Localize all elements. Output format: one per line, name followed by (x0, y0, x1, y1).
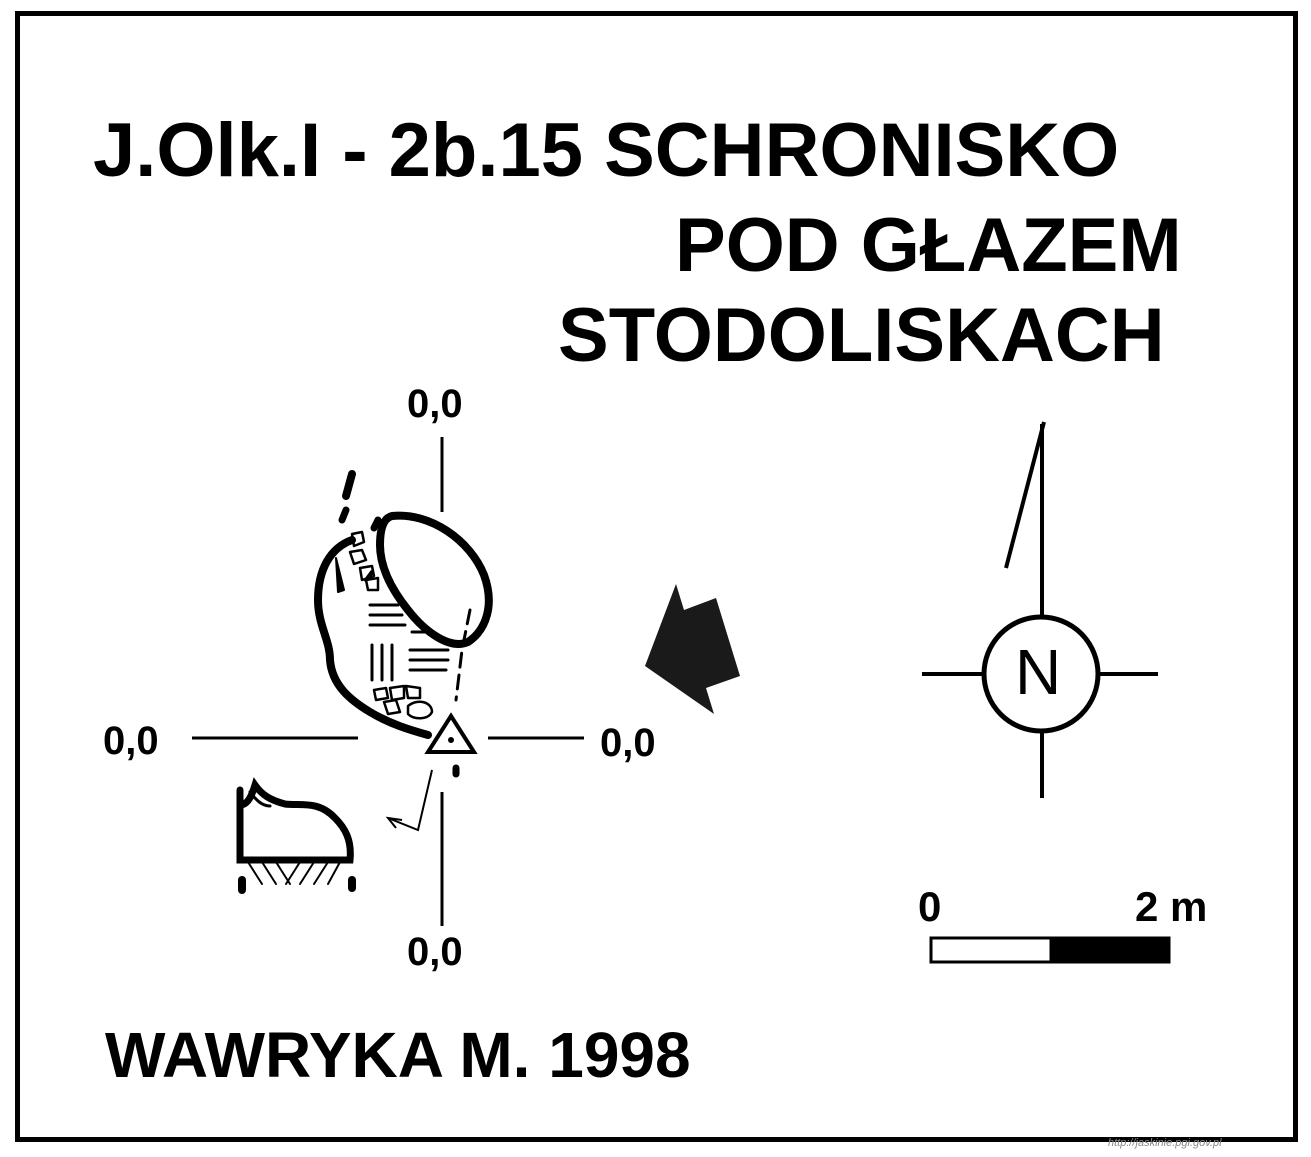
north-label: N (1015, 636, 1062, 708)
cave-wall-fragment-inner (370, 516, 382, 532)
slope-arrow (385, 769, 433, 832)
map-frame (15, 11, 1298, 1142)
scale-bar (929, 936, 1171, 964)
section-hatching (247, 861, 341, 885)
boulder-outline (376, 511, 493, 648)
dripline-dashed (454, 608, 472, 702)
map-title-line-3: STODOLISKACH (558, 293, 1165, 378)
datum-cross (192, 437, 584, 926)
wall-notch (364, 570, 374, 582)
author-credit: WAWRYKA M. 1998 (105, 1019, 691, 1091)
north-arrow (922, 421, 1158, 798)
scale-label-start: 0 (918, 883, 942, 930)
wall-spike (335, 557, 345, 593)
datum-label-top: 0,0 (407, 382, 463, 426)
cave-wall-west (314, 536, 432, 739)
map-title-line-2: POD GŁAZEM (675, 203, 1182, 288)
datum-point-marker (424, 712, 478, 778)
datum-label-right: 0,0 (600, 721, 656, 765)
cross-section-profile (236, 777, 356, 894)
cave-wall-fragment-north-2 (338, 506, 350, 524)
source-watermark: http://jaskinie.pgi.gov.pl (1108, 1137, 1222, 1149)
map-title-line-1: J.Olk.I - 2b.15 SCHRONISKO (93, 108, 1120, 193)
cave-wall-fragment-north (342, 470, 356, 500)
datum-label-left: 0,0 (103, 719, 159, 763)
compass-circle (981, 614, 1101, 734)
scale-label-end: 2 m (1135, 883, 1208, 930)
entrance-arrow (645, 584, 740, 714)
datum-label-bottom: 0,0 (407, 930, 463, 974)
rubble-blocks (348, 530, 434, 720)
sediment-hatching (368, 603, 450, 682)
cave-plan (314, 470, 493, 739)
